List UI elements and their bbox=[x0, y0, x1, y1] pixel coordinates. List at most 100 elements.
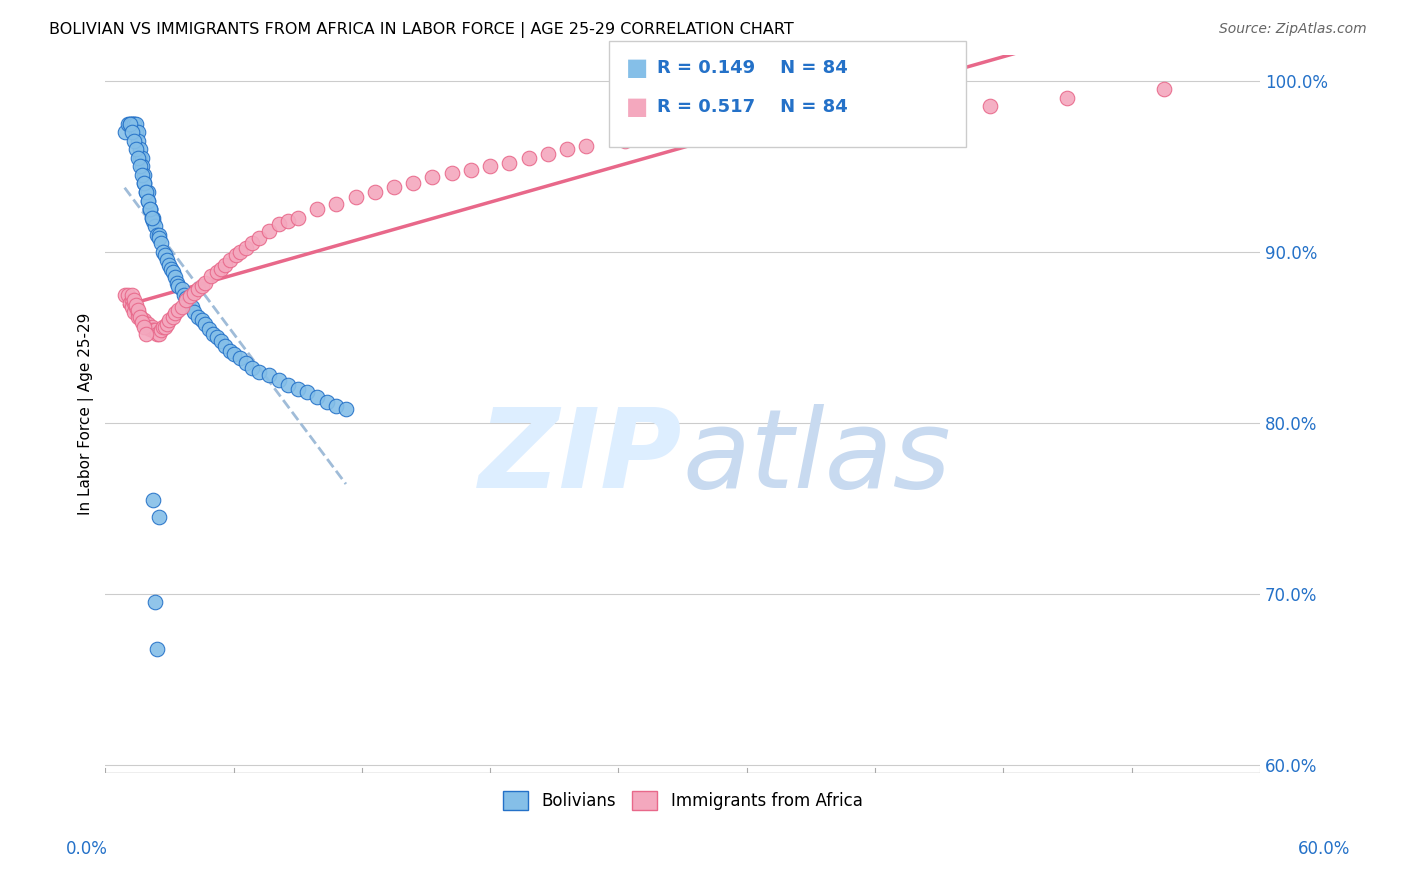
Text: Source: ZipAtlas.com: Source: ZipAtlas.com bbox=[1219, 22, 1367, 37]
Point bbox=[136, 194, 159, 208]
Point bbox=[127, 125, 149, 139]
Point bbox=[125, 125, 148, 139]
Point bbox=[277, 378, 299, 392]
Point bbox=[225, 248, 247, 262]
Point bbox=[229, 244, 252, 259]
Point bbox=[114, 125, 136, 139]
Point bbox=[122, 293, 145, 307]
Point bbox=[142, 214, 165, 228]
Point bbox=[148, 509, 170, 524]
Point bbox=[613, 134, 636, 148]
Point bbox=[148, 326, 170, 341]
Point bbox=[121, 287, 143, 301]
Point bbox=[190, 313, 212, 327]
Point bbox=[205, 330, 228, 344]
Point bbox=[575, 138, 598, 153]
Point bbox=[121, 117, 143, 131]
Text: ZIP: ZIP bbox=[479, 404, 683, 511]
Point bbox=[440, 166, 463, 180]
Point bbox=[730, 121, 752, 136]
Point bbox=[219, 253, 242, 268]
Point bbox=[150, 236, 173, 251]
Point bbox=[422, 169, 444, 184]
Point bbox=[131, 168, 153, 182]
Point bbox=[132, 177, 155, 191]
Point bbox=[120, 296, 142, 310]
Point bbox=[127, 304, 149, 318]
Text: 0.0%: 0.0% bbox=[66, 840, 108, 858]
Point bbox=[132, 168, 155, 182]
Point bbox=[198, 322, 221, 336]
Text: R = 0.149    N = 84: R = 0.149 N = 84 bbox=[657, 59, 848, 77]
Point bbox=[305, 390, 328, 404]
Point bbox=[479, 159, 502, 173]
Point bbox=[335, 402, 357, 417]
Point bbox=[537, 147, 560, 161]
Point bbox=[257, 368, 280, 382]
Point bbox=[219, 344, 242, 359]
Point bbox=[187, 310, 209, 324]
Point bbox=[145, 595, 167, 609]
Point bbox=[142, 324, 165, 338]
Point bbox=[172, 300, 194, 314]
Point bbox=[129, 310, 152, 324]
Point bbox=[138, 202, 160, 216]
Point bbox=[555, 142, 578, 156]
Point bbox=[177, 296, 200, 310]
Point bbox=[135, 326, 157, 341]
Point bbox=[142, 211, 165, 225]
Point bbox=[148, 227, 170, 242]
Point bbox=[127, 310, 149, 324]
Point bbox=[121, 117, 143, 131]
Point bbox=[194, 317, 217, 331]
Point bbox=[159, 261, 181, 276]
Point bbox=[166, 276, 188, 290]
Point bbox=[768, 117, 790, 131]
Text: ■: ■ bbox=[626, 95, 648, 119]
Point bbox=[402, 177, 425, 191]
Point bbox=[125, 117, 148, 131]
Point bbox=[181, 300, 204, 314]
Point bbox=[146, 326, 169, 341]
Point bbox=[121, 300, 143, 314]
Point bbox=[125, 142, 148, 156]
Point bbox=[183, 304, 205, 318]
Point bbox=[131, 159, 153, 173]
Point bbox=[142, 492, 165, 507]
Point bbox=[1153, 82, 1175, 96]
Point bbox=[325, 399, 347, 413]
Point bbox=[145, 324, 167, 338]
Point bbox=[247, 365, 270, 379]
Point bbox=[257, 224, 280, 238]
Point bbox=[205, 265, 228, 279]
Point bbox=[148, 231, 170, 245]
Point bbox=[174, 293, 197, 307]
Point bbox=[121, 125, 143, 139]
Point bbox=[202, 326, 225, 341]
Text: 60.0%: 60.0% bbox=[1298, 840, 1351, 858]
Point bbox=[132, 177, 155, 191]
Point bbox=[163, 270, 186, 285]
Point bbox=[125, 298, 148, 312]
Point bbox=[122, 304, 145, 318]
Point bbox=[287, 211, 309, 225]
Point bbox=[129, 159, 152, 173]
Point bbox=[277, 214, 299, 228]
Point bbox=[267, 373, 290, 387]
Legend: Bolivians, Immigrants from Africa: Bolivians, Immigrants from Africa bbox=[496, 784, 869, 817]
Point bbox=[132, 320, 155, 334]
Point bbox=[173, 287, 195, 301]
Point bbox=[135, 185, 157, 199]
Point bbox=[364, 185, 387, 199]
Point bbox=[315, 395, 337, 409]
Point bbox=[172, 282, 194, 296]
Point bbox=[690, 125, 713, 139]
Point bbox=[122, 117, 145, 131]
Point bbox=[146, 227, 169, 242]
Point bbox=[297, 385, 319, 400]
Point bbox=[125, 300, 148, 314]
Point bbox=[129, 151, 152, 165]
Point bbox=[129, 310, 152, 324]
Point bbox=[135, 185, 157, 199]
Point bbox=[305, 202, 328, 216]
